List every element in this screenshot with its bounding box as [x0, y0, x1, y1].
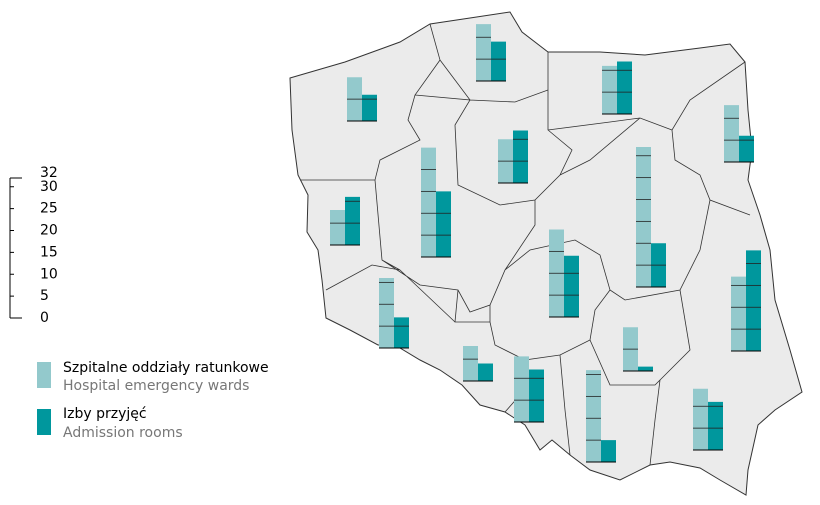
y-tick-label: 32: [40, 165, 58, 181]
y-tick-label: 0: [40, 310, 49, 326]
y-tick-label: 25: [40, 201, 58, 217]
region-borders: [300, 23, 751, 466]
legend-label-en: Admission rooms: [63, 425, 183, 441]
y-tick-label: 15: [40, 244, 58, 260]
bar: [638, 366, 653, 371]
bar: [636, 147, 651, 287]
bar: [394, 317, 409, 348]
bar: [529, 369, 544, 422]
y-tick-label: 5: [40, 288, 49, 304]
bar: [731, 276, 746, 351]
bar: [345, 196, 360, 245]
bar: [330, 210, 345, 245]
y-tick-label: 20: [40, 223, 58, 239]
bar: [739, 135, 754, 162]
y-tick-label: 30: [40, 179, 58, 195]
bar: [601, 440, 616, 462]
bar: [602, 65, 617, 114]
bar: [586, 370, 601, 462]
bar: [564, 255, 579, 317]
bar: [693, 388, 708, 450]
legend-label: Szpitalne oddziały ratunkowe: [63, 360, 269, 376]
bar: [478, 363, 493, 381]
bar: [436, 191, 451, 257]
bar: [724, 105, 739, 162]
y-tick-label: 10: [40, 266, 58, 282]
bar: [708, 401, 723, 450]
bar: [421, 147, 436, 257]
bar: [513, 130, 528, 183]
bar: [476, 24, 491, 81]
bar: [514, 356, 529, 422]
bar: [463, 346, 478, 381]
bar: [746, 250, 761, 351]
bar: [491, 41, 506, 81]
bar: [362, 94, 377, 121]
bar: [617, 61, 632, 114]
country-outline: [289, 11, 803, 496]
legend-label: Izby przyjęć: [63, 406, 147, 422]
legend-swatch: [37, 409, 51, 435]
legend-label-en: Hospital emergency wards: [63, 378, 249, 394]
bar: [379, 278, 394, 348]
legend-swatch: [37, 362, 51, 388]
